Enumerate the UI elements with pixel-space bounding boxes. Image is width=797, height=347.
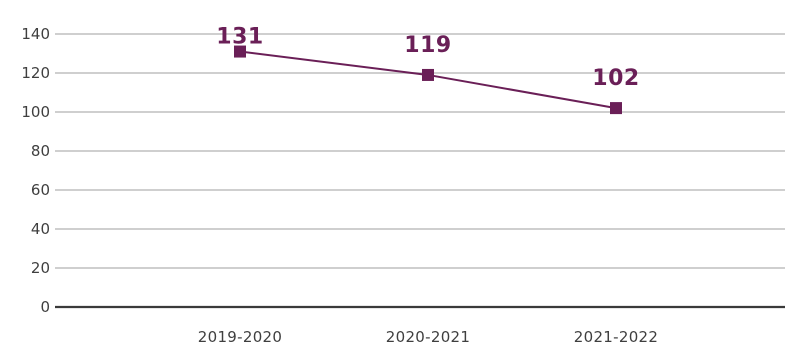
y-tick-label-100: 100 [21, 103, 50, 121]
y-tick-label-60: 60 [31, 181, 50, 199]
data-point-2021-2022 [610, 102, 622, 115]
y-tick-label-20: 20 [31, 259, 50, 277]
x-tick-label-2020-2021: 2020-2021 [386, 328, 470, 346]
data-label-2019-2020: 131 [216, 25, 263, 50]
data-label-2021-2022: 102 [592, 66, 639, 91]
data-labels: 131 119 102 [216, 25, 639, 92]
y-tick-label-120: 120 [21, 64, 50, 82]
grid-layer [55, 33, 785, 309]
series-layer [234, 45, 622, 115]
y-axis-ticks: 0 20 40 60 80 100 120 140 [21, 25, 50, 316]
y-tick-label-80: 80 [31, 142, 50, 160]
x-axis-ticks: 2019-2020 2020-2021 2021-2022 [198, 328, 658, 346]
data-point-2019-2020 [234, 45, 246, 58]
y-tick-label-140: 140 [21, 25, 50, 43]
data-label-2020-2021: 119 [404, 33, 451, 58]
y-tick-label-40: 40 [31, 220, 50, 238]
data-point-2020-2021 [422, 68, 434, 81]
x-tick-label-2021-2022: 2021-2022 [574, 328, 658, 346]
y-tick-label-0: 0 [40, 298, 50, 316]
x-tick-label-2019-2020: 2019-2020 [198, 328, 282, 346]
